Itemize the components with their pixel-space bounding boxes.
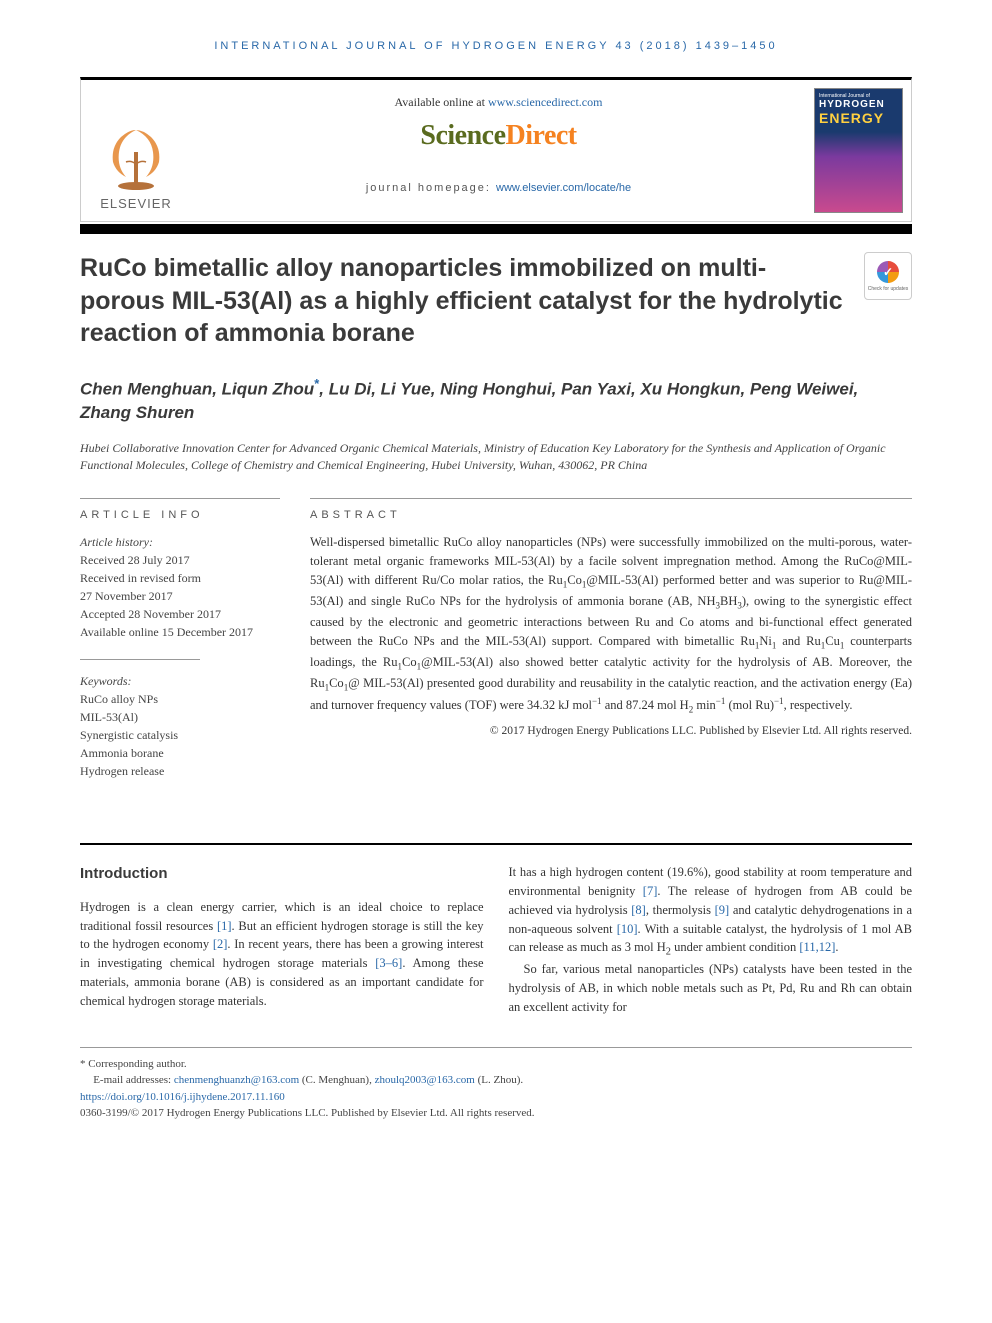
abstract-header: ABSTRACT — [310, 498, 912, 521]
body-column-right: It has a high hydrogen content (19.6%), … — [509, 863, 913, 1016]
elsevier-text: ELSEVIER — [100, 196, 172, 211]
revised-line1: Received in revised form — [80, 569, 280, 587]
black-divider — [80, 224, 912, 234]
issn-copyright: 0360-3199/© 2017 Hydrogen Energy Publica… — [80, 1105, 912, 1122]
keyword: MIL-53(Al) — [80, 708, 280, 726]
email-link-2[interactable]: zhoulq2003@163.com — [375, 1074, 475, 1086]
cover-energy: ENERGY — [815, 110, 902, 126]
history-label: Article history: — [80, 533, 280, 551]
running-header: INTERNATIONAL JOURNAL OF HYDROGEN ENERGY… — [80, 40, 912, 52]
journal-hp-label: journal homepage: — [366, 182, 496, 194]
accepted: Accepted 28 November 2017 — [80, 605, 280, 623]
abstract-text: Well-dispersed bimetallic RuCo alloy nan… — [310, 533, 912, 716]
article-title: RuCo bimetallic alloy nanoparticles immo… — [80, 252, 844, 350]
sd-direct: Direct — [506, 120, 577, 151]
journal-cover[interactable]: International Journal of HYDROGEN ENERGY — [814, 88, 903, 213]
body-divider — [80, 843, 912, 845]
corresponding-author: * Corresponding author. — [80, 1056, 912, 1073]
available-online: Available online at www.sciencedirect.co… — [201, 95, 796, 110]
keyword: RuCo alloy NPs — [80, 690, 280, 708]
info-divider — [80, 659, 200, 660]
doi-link[interactable]: https://doi.org/10.1016/j.ijhydene.2017.… — [80, 1091, 285, 1103]
crossmark-label: Check for updates — [868, 286, 909, 292]
authors: Chen Menghuan, Liqun Zhou*, Lu Di, Li Yu… — [80, 375, 912, 425]
journal-hp-link[interactable]: www.elsevier.com/locate/he — [496, 182, 631, 194]
keyword: Hydrogen release — [80, 762, 280, 780]
elsevier-logo[interactable]: ELSEVIER — [81, 80, 191, 221]
email-label: E-mail addresses: — [93, 1074, 174, 1086]
email-line: E-mail addresses: chenmenghuanzh@163.com… — [80, 1072, 912, 1089]
footnotes: * Corresponding author. E-mail addresses… — [80, 1047, 912, 1122]
keywords-label: Keywords: — [80, 672, 280, 690]
cover-hydrogen: HYDROGEN — [815, 99, 902, 110]
email-who-2: (L. Zhou). — [475, 1074, 523, 1086]
available-prefix: Available online at — [395, 95, 488, 109]
keywords-block: Keywords: RuCo alloy NPs MIL-53(Al) Syne… — [80, 672, 280, 780]
abstract-copyright: © 2017 Hydrogen Energy Publications LLC.… — [310, 725, 912, 737]
body-column-left: Introduction Hydrogen is a clean energy … — [80, 863, 484, 1016]
keyword: Synergistic catalysis — [80, 726, 280, 744]
revised-line2: 27 November 2017 — [80, 587, 280, 605]
article-history: Article history: Received 28 July 2017 R… — [80, 533, 280, 641]
online: Available online 15 December 2017 — [80, 623, 280, 641]
journal-homepage: journal homepage: www.elsevier.com/locat… — [201, 182, 796, 194]
article-info-header: ARTICLE INFO — [80, 498, 280, 521]
affiliation: Hubei Collaborative Innovation Center fo… — [80, 440, 912, 474]
elsevier-tree-icon — [101, 122, 171, 192]
sciencedirect-link[interactable]: www.sciencedirect.com — [488, 95, 603, 109]
body-paragraph-2: So far, various metal nanoparticles (NPs… — [509, 960, 913, 1016]
sd-science: Science — [420, 120, 505, 151]
crossmark-icon — [877, 261, 899, 283]
keyword: Ammonia borane — [80, 744, 280, 762]
crossmark-button[interactable]: Check for updates — [864, 252, 912, 300]
sciencedirect-logo[interactable]: ScienceDirect — [201, 120, 796, 152]
intro-paragraph: Hydrogen is a clean energy carrier, whic… — [80, 898, 484, 1011]
introduction-header: Introduction — [80, 863, 484, 886]
cover-line1: International Journal of — [815, 89, 902, 99]
email-link-1[interactable]: chenmenghuanzh@163.com — [174, 1074, 299, 1086]
received: Received 28 July 2017 — [80, 551, 280, 569]
body-paragraph-1: It has a high hydrogen content (19.6%), … — [509, 863, 913, 960]
email-who-1: (C. Menghuan), — [299, 1074, 374, 1086]
header-box: ELSEVIER Available online at www.science… — [80, 77, 912, 222]
